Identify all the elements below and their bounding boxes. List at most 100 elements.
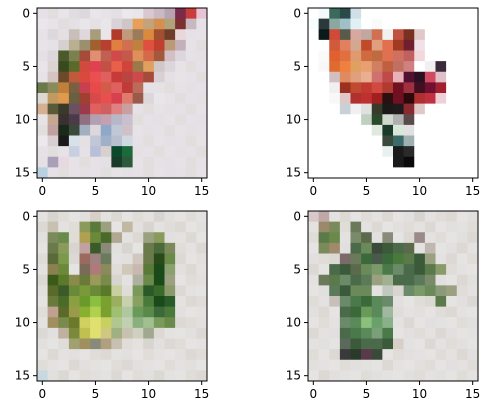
pixel-cell <box>403 274 415 286</box>
pixel-cell <box>37 349 48 361</box>
pixel-cell <box>58 327 70 339</box>
pixel-cell <box>164 8 176 19</box>
pixel-cell <box>143 146 155 158</box>
pixel-cell <box>318 306 330 318</box>
pixel-cell <box>122 124 133 136</box>
pixel-cell <box>185 370 197 382</box>
pixel-cell <box>164 29 176 41</box>
pixel-cell <box>403 8 415 19</box>
pixel-cell <box>58 71 70 83</box>
pixel-cell <box>361 327 373 339</box>
pixel-cell <box>175 8 187 19</box>
pixel-cell <box>424 296 436 307</box>
pixel-cell <box>424 232 436 244</box>
pixel-cell <box>164 103 176 115</box>
pixel-cell <box>308 370 319 382</box>
heatmap-panel-3: 0 5 10 15 0 5 10 15 <box>15 209 210 401</box>
pixel-cell <box>393 29 404 41</box>
pixel-cell <box>196 167 208 179</box>
pixel-cell <box>329 327 341 339</box>
pixel-cell <box>424 18 436 30</box>
pixel-cell <box>58 242 70 254</box>
pixel-cell <box>393 39 404 51</box>
pixel-cell <box>143 253 155 265</box>
pixel-cell <box>329 8 341 19</box>
pixel-cell <box>100 359 112 371</box>
pixel-cell <box>185 264 197 276</box>
pixel-cell <box>164 135 176 147</box>
pixel-cell <box>329 61 341 73</box>
pixel-cell <box>68 61 80 73</box>
pixel-cell <box>350 285 362 297</box>
pixel-cell <box>435 82 447 94</box>
x-tick-label: 0 <box>38 387 46 401</box>
pixel-cell <box>446 124 458 136</box>
pixel-cell <box>446 327 458 339</box>
pixel-cell <box>361 50 373 62</box>
pixel-cell <box>153 61 165 73</box>
pixel-cell <box>153 264 165 276</box>
pixel-cell <box>318 242 330 254</box>
pixel-cell <box>122 114 133 126</box>
pixel-cell <box>329 167 341 179</box>
pixel-cell <box>153 103 165 115</box>
pixel-cell <box>403 253 415 265</box>
pixel-cell <box>68 103 80 115</box>
pixel-cell <box>467 242 479 254</box>
pixel-cell <box>164 359 176 371</box>
pixel-cell <box>47 167 59 179</box>
pixel-cell <box>132 18 144 30</box>
pixel-cell <box>403 285 415 297</box>
pixel-cell <box>424 370 436 382</box>
pixel-cell <box>100 242 112 254</box>
pixel-cell <box>79 93 91 104</box>
pixel-cell <box>185 253 197 265</box>
pixel-cell <box>132 285 144 297</box>
pixel-cell <box>424 317 436 329</box>
pixel-cell <box>361 338 373 350</box>
pixel-cell <box>175 93 187 104</box>
pixel-cell <box>132 82 144 94</box>
x-tick-label: 5 <box>363 387 371 401</box>
pixel-cell <box>435 8 447 19</box>
pixel-cell <box>361 156 373 168</box>
pixel-cell <box>339 349 351 361</box>
pixel-cell <box>185 18 197 30</box>
y-tick-label: 5 <box>22 59 30 73</box>
pixel-cell <box>435 39 447 51</box>
pixel-cell <box>318 93 330 104</box>
pixel-cell <box>339 306 351 318</box>
pixel-cell <box>308 167 319 179</box>
pixel-cell <box>393 370 404 382</box>
pixel-cell <box>100 306 112 318</box>
pixel-cell <box>403 370 415 382</box>
pixel-cell <box>79 8 91 19</box>
pixel-cell <box>175 349 187 361</box>
pixel-cell <box>58 274 70 286</box>
pixel-cell <box>446 50 458 62</box>
pixel-cell <box>424 39 436 51</box>
pixel-cell <box>329 242 341 254</box>
pixel-cell <box>185 156 197 168</box>
pixel-cell <box>37 274 48 286</box>
pixel-cell <box>393 8 404 19</box>
pixel-cell <box>153 93 165 104</box>
pixel-cell <box>424 359 436 371</box>
pixel-cell <box>424 167 436 179</box>
pixel-cell <box>47 242 59 254</box>
pixel-cell <box>424 274 436 286</box>
pixel-cell <box>153 232 165 244</box>
pixel-cell <box>153 114 165 126</box>
pixel-cell <box>164 253 176 265</box>
pixel-cell <box>446 242 458 254</box>
pixel-cell <box>467 146 479 158</box>
pixel-cell <box>58 285 70 297</box>
pixel-cell <box>143 156 155 168</box>
pixel-cell <box>79 18 91 30</box>
pixel-cell <box>308 146 319 158</box>
pixel-cell <box>196 264 208 276</box>
pixel-cell <box>339 264 351 276</box>
pixel-cell <box>143 306 155 318</box>
pixel-cell <box>143 71 155 83</box>
pixel-cell <box>79 146 91 158</box>
